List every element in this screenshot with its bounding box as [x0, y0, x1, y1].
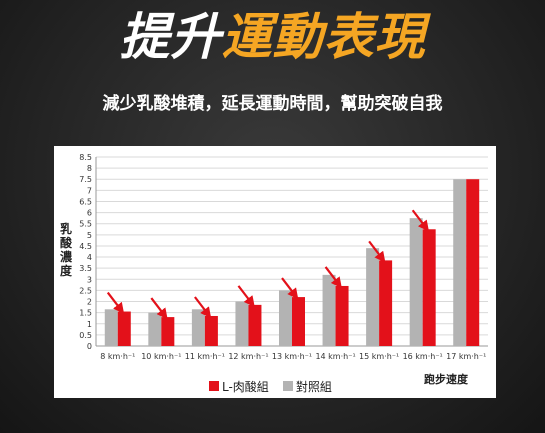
bar-carnitine: [117, 311, 131, 346]
reduction-arrow: [194, 296, 212, 319]
bar-control: [453, 179, 467, 346]
y-tick-label: 4.5: [79, 242, 92, 251]
y-tick-label: 3: [87, 275, 92, 284]
bar-carnitine: [161, 317, 175, 346]
bar-control: [366, 248, 380, 346]
bar-control: [104, 309, 118, 346]
reduction-arrow: [106, 291, 125, 314]
y-tick-label: 5: [87, 231, 92, 240]
bar-control: [322, 274, 336, 346]
y-tick-label: 3.5: [79, 264, 92, 273]
headline-part2: 運動表現: [221, 8, 426, 66]
y-tick-label: 7.5: [79, 175, 92, 184]
reduction-arrow: [281, 277, 299, 300]
subtitle: 減少乳酸堆積，延長運動時間，幫助突破自我: [102, 94, 443, 114]
legend-item-control: 對照組: [282, 378, 332, 395]
y-tick-label: 8: [87, 164, 92, 173]
y-tick-label: 0: [87, 342, 92, 351]
reduction-arrow: [324, 266, 342, 289]
x-tick-label: 16 km·h⁻¹: [403, 352, 443, 361]
legend-item-carnitine: L-肉酸組: [209, 378, 269, 395]
headline: 提升運動表現: [0, 6, 545, 68]
x-axis-label: 跑步速度: [424, 373, 468, 386]
y-tick-label: 1.5: [79, 309, 92, 318]
bar-control: [191, 309, 205, 346]
bar-carnitine: [292, 297, 305, 346]
bar-carnitine: [335, 285, 349, 346]
x-tick-label: 12 km·h⁻¹: [228, 352, 268, 361]
y-tick-label: 2.5: [79, 286, 92, 295]
y-tick-label: 6: [87, 209, 92, 218]
bar-carnitine: [248, 304, 262, 346]
reduction-arrow: [368, 240, 386, 263]
bar-carnitine: [379, 260, 393, 346]
bar-carnitine: [204, 315, 218, 346]
y-tick-label: 5.5: [79, 220, 92, 229]
headline-part1: 提升: [119, 8, 222, 66]
x-tick-label: 11 km·h⁻¹: [185, 352, 225, 361]
x-tick-label: 8 km·h⁻¹: [100, 352, 135, 361]
legend: L-肉酸組 對照組: [209, 378, 346, 394]
x-tick-label: 15 km·h⁻¹: [359, 352, 399, 361]
bar-control: [409, 218, 423, 346]
reduction-arrow: [150, 297, 168, 320]
legend-swatch-carnitine: [209, 381, 219, 391]
bar-carnitine: [422, 229, 436, 346]
y-tick-label: 6.5: [79, 197, 92, 206]
reduction-arrow: [237, 285, 255, 308]
x-tick-label: 13 km·h⁻¹: [272, 352, 312, 361]
legend-label-control: 對照組: [295, 379, 332, 394]
y-tick-label: 2: [87, 298, 92, 307]
x-tick-label: 10 km·h⁻¹: [141, 352, 181, 361]
bar-carnitine: [466, 179, 480, 346]
legend-swatch-control: [282, 381, 293, 391]
x-tick-label: 17 km·h⁻¹: [446, 352, 486, 361]
y-tick-label: 4: [87, 253, 92, 262]
y-tick-label: 8.5: [79, 153, 92, 162]
bar-control: [279, 290, 292, 346]
y-tick-label: 1: [87, 320, 92, 329]
bar-control: [235, 301, 249, 346]
y-axis-label: 乳酸濃度: [59, 222, 72, 278]
bar-control: [148, 312, 162, 346]
y-tick-label: 0.5: [79, 331, 92, 340]
y-tick-label: 7: [87, 186, 92, 195]
reduction-arrow: [411, 209, 430, 232]
legend-label-carnitine: L-肉酸組: [222, 379, 269, 394]
x-tick-label: 14 km·h⁻¹: [315, 352, 355, 361]
